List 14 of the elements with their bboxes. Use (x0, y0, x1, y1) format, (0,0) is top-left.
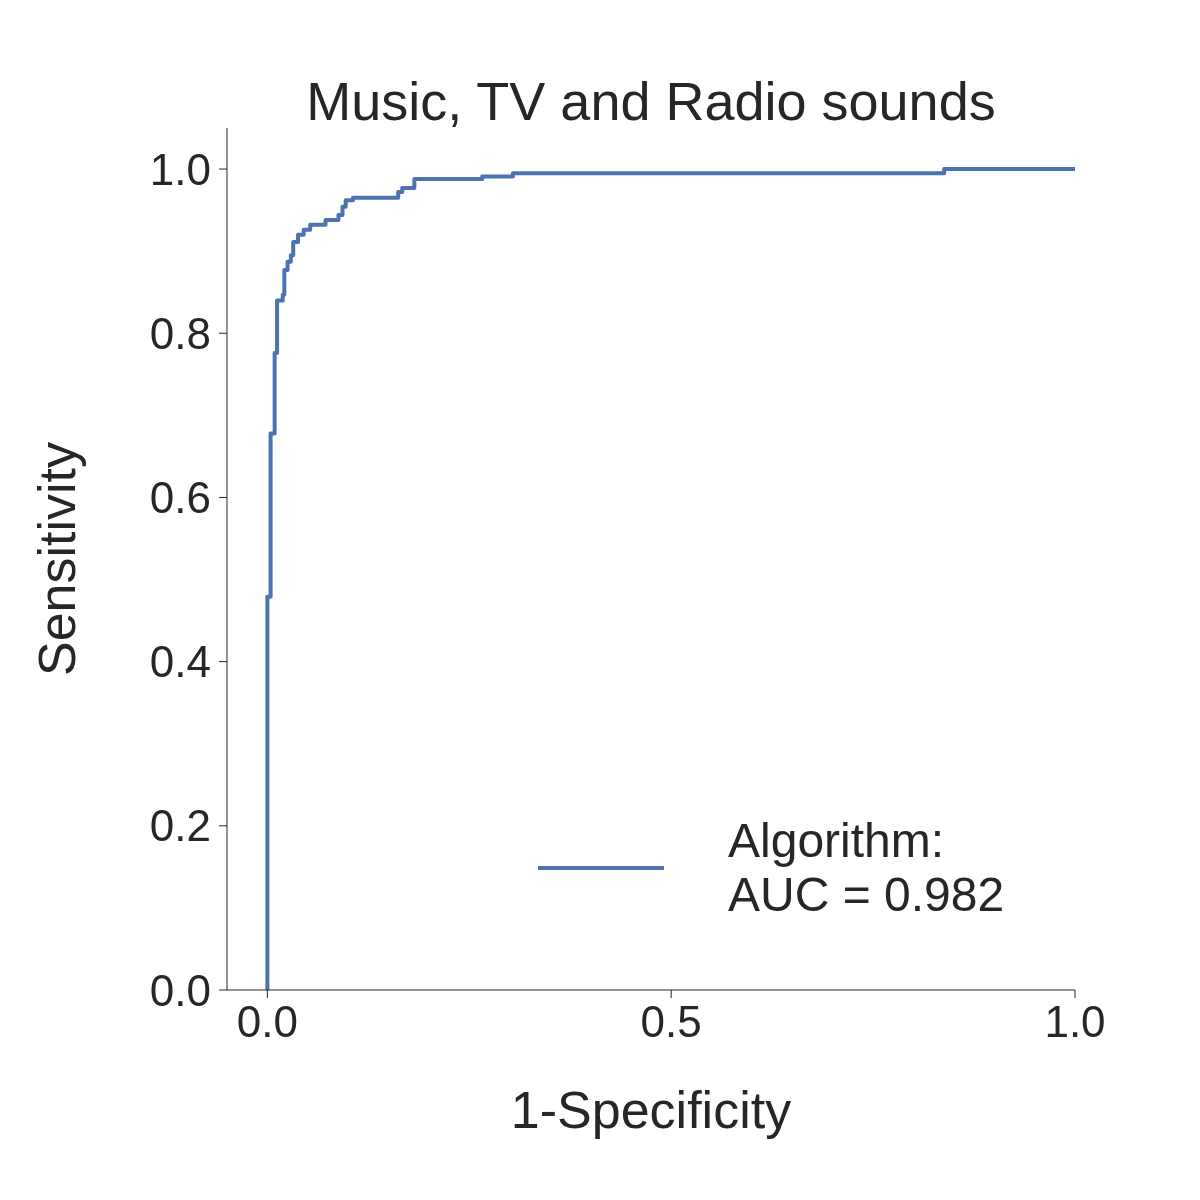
y-tick-label: 0.0 (149, 965, 211, 1015)
x-axis-title: 1-Specificity (510, 1081, 792, 1139)
y-tick-label: 0.4 (149, 637, 211, 687)
y-axis-title: Sensitivity (28, 441, 87, 677)
y-tick-label: 1.0 (149, 144, 211, 194)
y-tick-label: 0.2 (149, 801, 211, 851)
x-tick-label: 1.0 (1044, 997, 1106, 1047)
y-tick-label: 0.8 (149, 308, 211, 358)
x-tick-label: 0.0 (236, 997, 298, 1047)
legend-label: Algorithm: AUC = 0.982 (728, 814, 1005, 922)
y-tick-label: 0.6 (149, 473, 211, 523)
chart-title: Music, TV and Radio sounds (305, 70, 997, 132)
line-series (265, 167, 1075, 990)
x-tick-label: 0.5 (640, 997, 702, 1047)
